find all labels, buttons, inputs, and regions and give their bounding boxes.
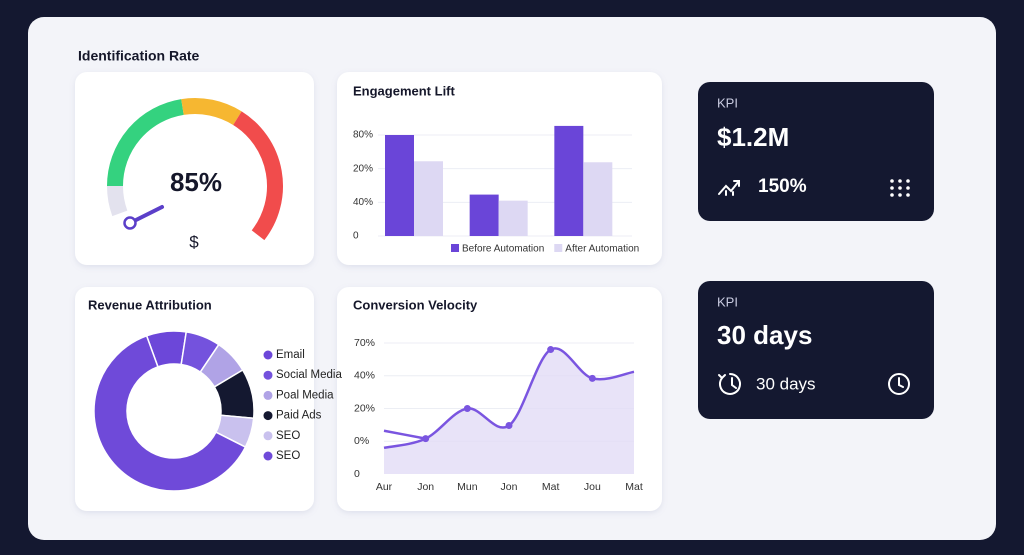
x-tick-label: Mat	[542, 481, 560, 493]
marker	[588, 374, 596, 382]
gauge-caption: $	[189, 232, 199, 251]
legend-swatch	[451, 244, 459, 252]
y-tick-label: 40%	[354, 370, 375, 382]
legend-swatch	[263, 390, 273, 400]
gauge-arc	[181, 98, 242, 126]
chart-title: Conversion Velocity	[353, 297, 478, 312]
x-tick-label: Mat	[625, 481, 643, 493]
x-tick-label: Mun	[457, 481, 478, 493]
gauge-arc	[107, 99, 184, 187]
bar	[469, 194, 499, 236]
chart-title: Revenue Attribution	[88, 297, 212, 312]
kpi-metric: 150%	[758, 176, 807, 197]
area	[384, 348, 634, 474]
legend-swatch	[263, 411, 273, 421]
kpi-card	[698, 82, 934, 221]
donut-segment	[93, 334, 247, 492]
clock-icon	[718, 373, 741, 395]
trend-icon	[718, 180, 740, 196]
legend-label: Social Media	[276, 369, 342, 381]
kpi-label: KPI	[717, 95, 738, 110]
bar	[414, 161, 443, 236]
legend-label: Poal Media	[276, 389, 334, 401]
gauge-value: 85%	[170, 167, 222, 197]
y-tick-label: 0%	[354, 435, 369, 447]
bar	[583, 162, 613, 236]
bar	[385, 135, 414, 236]
legend-label: Paid Ads	[276, 410, 322, 422]
marker	[463, 405, 471, 412]
legend-label: Email	[276, 349, 305, 361]
legend-label: After Automation	[565, 244, 639, 255]
clock-icon[interactable]	[888, 373, 910, 395]
x-tick-label: Jon	[417, 481, 434, 493]
y-tick-label: 80%	[353, 130, 373, 141]
y-tick-label: 0	[354, 468, 360, 480]
legend-label: Before Automation	[462, 244, 544, 255]
legend-label: SEO	[276, 430, 300, 442]
x-tick-label: Jou	[584, 481, 601, 493]
y-tick-label: 20%	[353, 163, 373, 174]
kpi-value: 30 days	[717, 320, 812, 350]
legend-label: SEO	[276, 450, 300, 462]
card	[75, 72, 314, 265]
gauge-pivot	[123, 216, 137, 230]
y-tick-label: 0	[353, 231, 359, 242]
legend-swatch	[263, 350, 273, 360]
kpi-metric: 30 days	[756, 374, 816, 393]
kpi-card	[698, 281, 934, 419]
chart-title: Engagement Lift	[353, 83, 456, 98]
y-tick-label: 70%	[354, 337, 375, 349]
x-tick-label: Jon	[501, 481, 518, 493]
gauge-arc	[107, 185, 128, 217]
bar	[554, 125, 584, 236]
legend-swatch	[263, 431, 273, 441]
chart-title: Identification Rate	[78, 48, 200, 64]
x-tick-label: Aur	[376, 481, 393, 493]
marker	[547, 346, 555, 354]
kpi-label: KPI	[717, 294, 738, 309]
legend-swatch	[554, 244, 563, 252]
grid-icon[interactable]	[890, 179, 910, 197]
gauge-arc	[232, 111, 283, 241]
y-tick-label: 40%	[353, 197, 373, 208]
marker	[505, 422, 513, 430]
line	[383, 429, 426, 440]
legend-swatch	[263, 451, 273, 461]
kpi-value: $1.2M	[717, 122, 789, 152]
bar	[498, 200, 528, 236]
y-tick-label: 20%	[354, 402, 375, 414]
legend-swatch	[263, 370, 273, 380]
